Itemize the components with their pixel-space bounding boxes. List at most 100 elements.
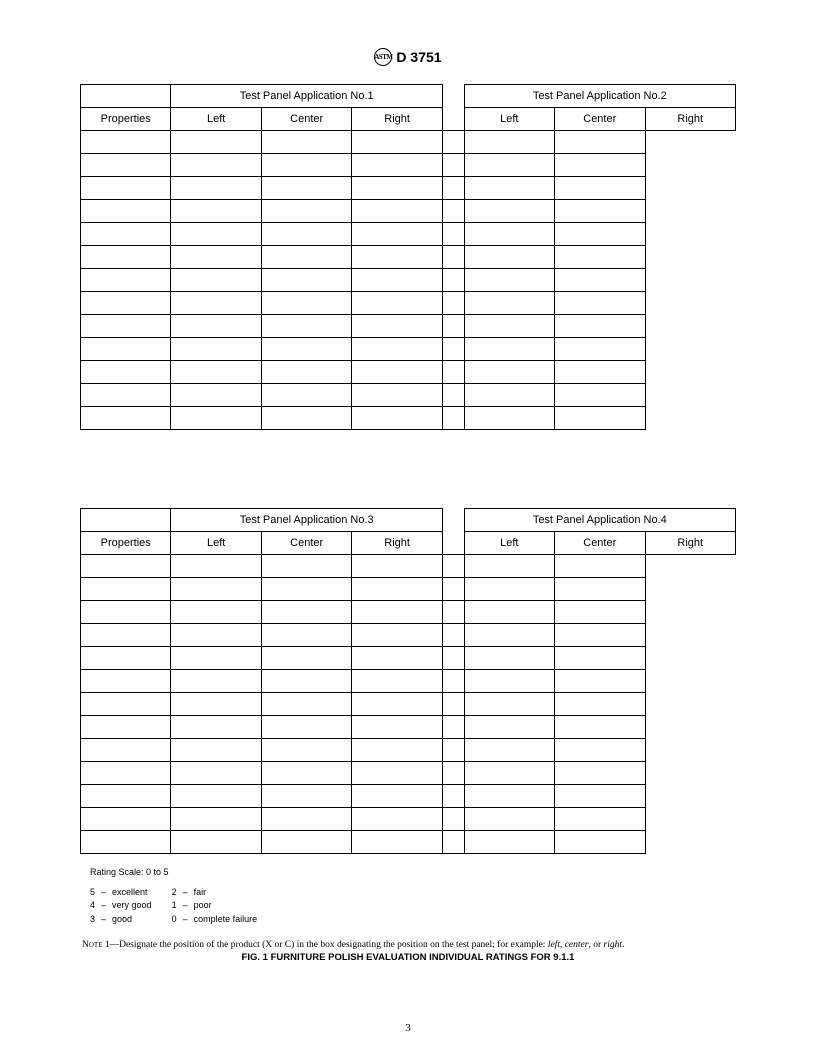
table-cell	[555, 361, 645, 384]
table-row	[81, 716, 736, 739]
table-cell	[555, 716, 645, 739]
table-cell	[442, 200, 464, 223]
table-cell	[171, 177, 261, 200]
table-cell	[464, 808, 554, 831]
table-cell	[464, 361, 554, 384]
table-cell	[261, 154, 351, 177]
table-cell	[352, 670, 442, 693]
table-cell	[261, 578, 351, 601]
table-cell	[442, 131, 464, 154]
table-cell	[555, 292, 645, 315]
table-cell	[81, 762, 171, 785]
table-cell	[555, 647, 645, 670]
table-cell	[442, 693, 464, 716]
legend-label: excellent	[112, 886, 152, 900]
header-blank	[81, 509, 171, 532]
table-cell	[261, 246, 351, 269]
table-cell	[555, 601, 645, 624]
table-cell	[555, 693, 645, 716]
note-c2: , or	[588, 940, 603, 950]
table-row	[81, 361, 736, 384]
table-row	[81, 177, 736, 200]
table-cell	[464, 624, 554, 647]
table-cell	[171, 131, 261, 154]
table-cell	[442, 670, 464, 693]
table-row	[81, 555, 736, 578]
table-row	[81, 154, 736, 177]
col-position: Right	[352, 108, 442, 131]
table-cell	[171, 578, 261, 601]
table-cell	[464, 831, 554, 854]
table-cell	[464, 200, 554, 223]
table-cell	[442, 315, 464, 338]
table-row	[81, 315, 736, 338]
table-cell	[442, 407, 464, 430]
legend-n: 3	[90, 913, 95, 927]
table-cell	[352, 716, 442, 739]
table-cell	[442, 624, 464, 647]
table-cell	[442, 578, 464, 601]
panel-table-2: Test Panel Application No.3Test Panel Ap…	[80, 508, 736, 854]
table-cell	[261, 200, 351, 223]
table-cell	[442, 361, 464, 384]
table-cell	[171, 292, 261, 315]
table-cell	[171, 785, 261, 808]
app-header-right: Test Panel Application No.2	[464, 85, 735, 108]
table-cell	[464, 670, 554, 693]
table-cell	[171, 808, 261, 831]
table-row	[81, 131, 736, 154]
table-cell	[555, 315, 645, 338]
table-row	[81, 246, 736, 269]
table-row	[81, 670, 736, 693]
table-cell	[81, 315, 171, 338]
table-cell	[81, 177, 171, 200]
legend-grid: 5–excellent2–fair4–very good1–poor3–good…	[90, 886, 263, 927]
table-cell	[352, 693, 442, 716]
table-cell	[81, 200, 171, 223]
table-cell	[555, 131, 645, 154]
table-cell	[352, 384, 442, 407]
table-cell	[81, 555, 171, 578]
legend-label: complete failure	[194, 913, 258, 927]
table-cell	[464, 601, 554, 624]
table-cell	[442, 716, 464, 739]
table-cell	[352, 246, 442, 269]
table-cell	[261, 785, 351, 808]
table-cell	[464, 177, 554, 200]
table-cell	[81, 624, 171, 647]
legend-n: 4	[90, 899, 95, 913]
note-end: .	[622, 940, 624, 950]
table-cell	[352, 223, 442, 246]
table-row	[81, 739, 736, 762]
table-cell	[442, 177, 464, 200]
col-position: Center	[555, 108, 645, 131]
table-cell	[261, 716, 351, 739]
table-cell	[352, 407, 442, 430]
table-cell	[81, 716, 171, 739]
col-position: Center	[555, 532, 645, 555]
table-row	[81, 578, 736, 601]
table-cell	[352, 361, 442, 384]
table-cell	[261, 223, 351, 246]
rating-legend: Rating Scale: 0 to 5 5–excellent2–fair4–…	[90, 866, 736, 926]
table-cell	[555, 808, 645, 831]
col-position: Left	[171, 532, 261, 555]
table-cell	[442, 785, 464, 808]
table-cell	[555, 338, 645, 361]
table-cell	[81, 407, 171, 430]
table-cell	[464, 223, 554, 246]
table-cell	[442, 647, 464, 670]
table-cell	[81, 338, 171, 361]
table-cell	[352, 785, 442, 808]
table-cell	[81, 292, 171, 315]
legend-dash: –	[101, 913, 106, 927]
table-cell	[81, 246, 171, 269]
table-cell	[464, 292, 554, 315]
astm-logo-icon: ASTM	[374, 48, 392, 66]
table-cell	[442, 246, 464, 269]
table-cell	[81, 647, 171, 670]
table-cell	[464, 762, 554, 785]
table-cell	[555, 200, 645, 223]
page-number: 3	[0, 1022, 816, 1034]
legend-spacer	[158, 913, 166, 927]
